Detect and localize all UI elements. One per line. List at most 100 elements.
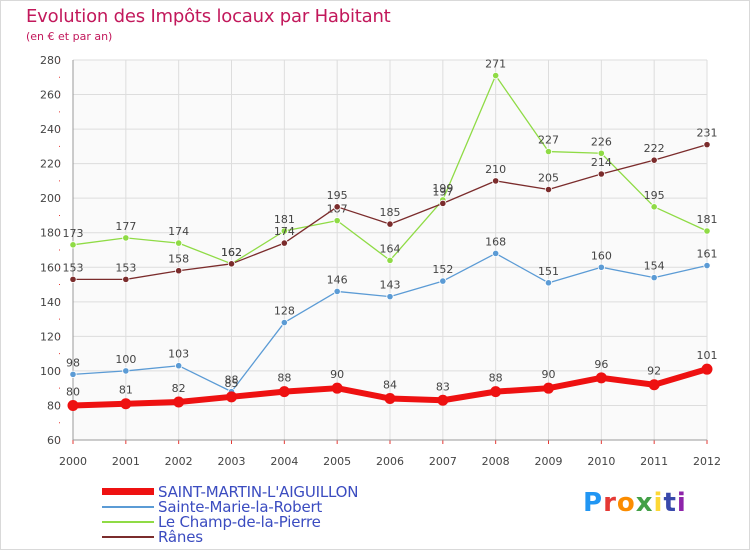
data-point: [490, 386, 502, 398]
data-point: [492, 249, 500, 258]
data-point: [386, 256, 394, 264]
data-point: [122, 367, 130, 375]
data-point: [386, 220, 394, 228]
data-point: [650, 274, 658, 282]
data-label: 199: [432, 182, 453, 195]
data-point: [597, 149, 605, 157]
data-point: [173, 396, 185, 408]
data-label: 174: [168, 225, 189, 238]
data-point: [703, 261, 711, 270]
chart-subtitle: (en € et par an): [26, 30, 113, 43]
data-label: 173: [63, 227, 84, 240]
data-point: [386, 293, 394, 301]
data-label: 90: [542, 368, 556, 381]
data-point: [703, 227, 711, 235]
y-tick-label: 120: [40, 330, 61, 343]
x-tick-label: 2007: [429, 455, 457, 468]
y-tick-label: 220: [40, 158, 61, 171]
x-tick-label: 2005: [323, 455, 351, 468]
data-point: [492, 177, 500, 185]
legend-swatch: [102, 488, 154, 495]
data-point: [280, 318, 288, 327]
data-point: [122, 234, 130, 242]
data-point: [544, 185, 553, 194]
series-sainte-marie-la-robert: 98 100 103 88 128 146 143 152 168 151 160 154 161: [66, 235, 718, 396]
legend-label: Sainte-Marie-la-Robert: [158, 497, 323, 516]
x-tick-label: 2009: [535, 455, 563, 468]
data-point: [650, 156, 658, 164]
data-point: [703, 141, 711, 149]
data-label: 214: [591, 156, 612, 169]
logo-letter: x: [635, 488, 654, 518]
data-label: 153: [115, 261, 136, 274]
data-label: 271: [485, 58, 506, 71]
logo-letter: o: [616, 488, 636, 518]
data-label: 197: [432, 185, 453, 198]
logo-letter: t: [663, 488, 677, 518]
x-tick-label: 2004: [270, 455, 298, 468]
y-tick-label: 240: [40, 123, 61, 136]
data-label: 222: [644, 142, 665, 155]
data-label: 227: [538, 134, 559, 147]
x-tick-label: 2001: [112, 455, 140, 468]
data-point: [333, 203, 341, 211]
y-tick-label: 260: [40, 89, 61, 102]
data-label: 181: [274, 213, 295, 226]
data-point: [492, 71, 500, 80]
data-label: 164: [380, 242, 401, 255]
data-point: [226, 391, 237, 403]
data-label: 128: [274, 305, 295, 318]
data-label: 168: [485, 235, 506, 248]
data-label: 195: [327, 189, 348, 202]
logo-letter: i: [676, 488, 687, 518]
logo-letter: r: [603, 488, 617, 518]
data-point: [597, 263, 605, 271]
legend-swatch: [102, 535, 154, 538]
data-point: [544, 147, 553, 156]
legend-swatch: [102, 520, 154, 523]
data-label: 185: [380, 206, 401, 219]
data-label: 98: [66, 356, 80, 369]
y-tick-label: 100: [40, 365, 61, 378]
x-tick-label: 2011: [640, 455, 668, 468]
legend-item: Le Champ-de-la-Pierre: [102, 513, 358, 531]
data-point: [175, 267, 183, 275]
x-tick-label: 2000: [59, 455, 87, 468]
x-tick-label: 2012: [693, 455, 721, 468]
data-label: 80: [66, 385, 80, 398]
data-point: [69, 241, 77, 249]
data-point: [69, 370, 77, 378]
data-point: [701, 363, 713, 375]
y-tick-label: 200: [40, 192, 61, 205]
data-point: [175, 239, 183, 247]
data-label: 177: [115, 220, 136, 233]
data-point: [175, 362, 183, 370]
legend: SAINT-MARTIN-L'AIGUILLON Sainte-Marie-la…: [102, 483, 358, 546]
data-label: 152: [432, 263, 453, 276]
data-label: 96: [594, 358, 608, 371]
legend-swatch: [102, 505, 154, 508]
x-tick-label: 2002: [165, 455, 193, 468]
data-label: 210: [485, 163, 506, 176]
legend-item: Sainte-Marie-la-Robert: [102, 497, 358, 516]
y-tick-label: 80: [47, 399, 61, 412]
x-tick-label: 2006: [376, 455, 404, 468]
data-label: 226: [591, 135, 612, 148]
data-label: 151: [538, 265, 559, 278]
data-point: [278, 386, 290, 398]
x-tick-label: 2003: [218, 455, 246, 468]
data-point: [67, 399, 79, 411]
data-label: 100: [115, 353, 136, 366]
data-point: [597, 170, 605, 178]
chart-title: Evolution des Impôts locaux par Habitant: [26, 6, 391, 27]
data-point: [280, 227, 288, 235]
data-point: [384, 393, 396, 405]
y-tick-label: 180: [40, 227, 61, 240]
data-label: 92: [647, 365, 661, 378]
data-label: 205: [538, 172, 559, 185]
data-label: 153: [63, 261, 84, 274]
data-label: 195: [644, 189, 665, 202]
data-point: [437, 394, 449, 406]
y-tick-label: 280: [40, 54, 61, 67]
